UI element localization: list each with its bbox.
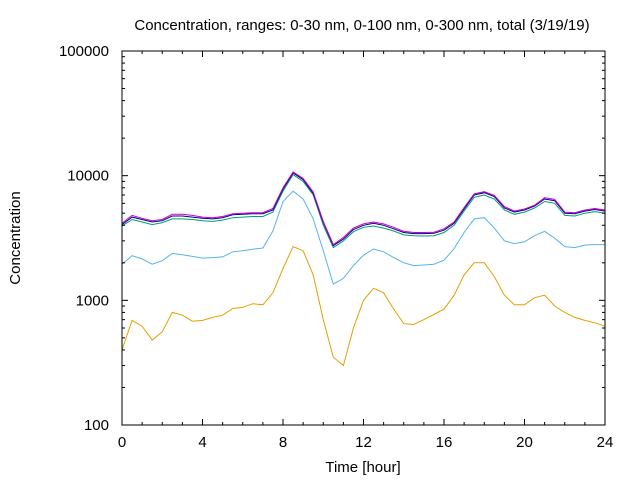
- y-tick-label: 100: [84, 417, 109, 434]
- y-axis-label: Concentration: [7, 191, 24, 284]
- x-axis-label: Time [hour]: [325, 459, 400, 476]
- y-axis: 100 1000 10000 100000: [59, 43, 605, 434]
- x-tick-label: 16: [436, 434, 453, 451]
- series-line-5: [121, 171, 606, 246]
- series-line-2: [121, 190, 605, 285]
- plot-frame: [121, 50, 606, 426]
- x-tick-label: 20: [516, 434, 533, 451]
- chart-title: Concentration, ranges: 0-30 nm, 0-100 nm…: [134, 17, 589, 34]
- x-axis: 0 4 8 12 16 20 24: [118, 51, 614, 451]
- series-line-4: [121, 172, 606, 247]
- x-tick-label: 12: [355, 434, 372, 451]
- x-tick-label: 24: [597, 434, 614, 451]
- y-tick-label: 10000: [67, 168, 109, 185]
- plot-lines: [121, 171, 606, 367]
- y-tick-label: 100000: [59, 43, 109, 60]
- series-line-1: [121, 245, 606, 367]
- x-tick-label: 0: [118, 434, 126, 451]
- series-line-3: [121, 173, 606, 249]
- x-tick-label: 8: [279, 434, 287, 451]
- y-tick-label: 1000: [76, 292, 109, 309]
- x-tick-label: 4: [198, 434, 206, 451]
